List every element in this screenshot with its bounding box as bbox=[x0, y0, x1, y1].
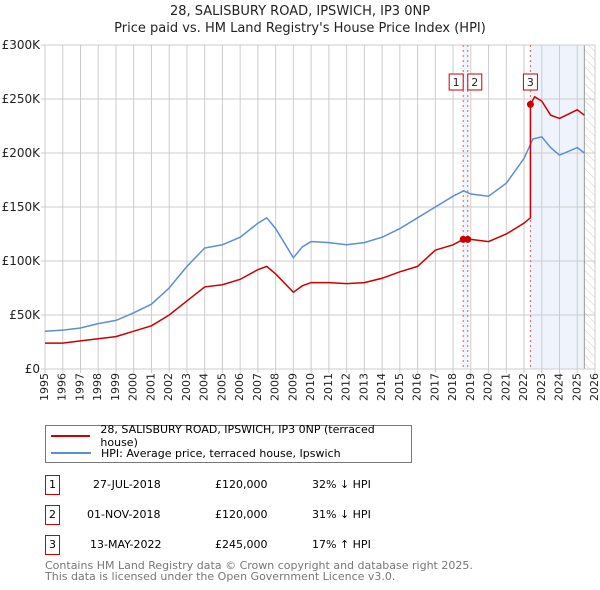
x-tick-label: 2017 bbox=[428, 373, 441, 401]
sale-row: 2 01-NOV-2018 £120,000 31% ↓ HPI bbox=[45, 505, 445, 525]
sale-label-box bbox=[522, 73, 538, 91]
legend-item-hpi: HPI: Average price, terraced house, Ipsw… bbox=[51, 445, 341, 461]
sale-hpi-diff: 32% ↓ HPI bbox=[312, 478, 371, 491]
x-tick-label: 2009 bbox=[286, 373, 299, 401]
chart-title: 28, SALISBURY ROAD, IPSWICH, IP3 0NP bbox=[169, 4, 431, 19]
sale-label-box bbox=[467, 73, 483, 91]
x-tick-label: 2004 bbox=[198, 373, 211, 401]
x-tick-label: 2016 bbox=[411, 373, 424, 401]
footer-line: This data is licensed under the Open Gov… bbox=[45, 570, 396, 583]
footer: Contains HM Land Registry data © Crown c… bbox=[45, 560, 473, 582]
sale-price: £245,000 bbox=[215, 538, 268, 551]
legend-swatch bbox=[51, 452, 91, 454]
x-tick-label: 2022 bbox=[517, 373, 530, 401]
legend: 28, SALISBURY ROAD, IPSWICH, IP3 0NP (te… bbox=[45, 423, 412, 463]
y-tick-label: £150K bbox=[2, 200, 42, 214]
y-tick-label: £250K bbox=[2, 92, 42, 106]
legend-item-property: 28, SALISBURY ROAD, IPSWICH, IP3 0NP (te… bbox=[51, 423, 411, 449]
y-tick-label: £50K bbox=[9, 308, 41, 322]
x-tick-label: 2011 bbox=[322, 373, 335, 401]
x-tick-label: 2001 bbox=[144, 373, 157, 401]
x-tick-label: 1997 bbox=[73, 373, 86, 401]
property-line bbox=[45, 95, 585, 344]
x-tick-label: 2021 bbox=[499, 373, 512, 401]
sale-date: 27-JUL-2018 bbox=[93, 478, 161, 491]
x-tick-label: 1996 bbox=[56, 373, 69, 401]
x-tick-label: 2014 bbox=[375, 373, 388, 401]
sale-label: 3 bbox=[527, 76, 534, 89]
x-tick-label: 2006 bbox=[233, 373, 246, 401]
y-tick-label: £0 bbox=[25, 362, 40, 376]
x-tick-label: 2020 bbox=[482, 373, 495, 401]
x-tick-label: 2025 bbox=[570, 373, 583, 401]
sale-price: £120,000 bbox=[215, 508, 268, 521]
x-tick-label: 2013 bbox=[357, 373, 370, 401]
x-tick-label: 2023 bbox=[535, 373, 548, 401]
x-tick-label: 2008 bbox=[269, 373, 282, 401]
x-tick-label: 2024 bbox=[553, 373, 566, 401]
x-tick-label: 2010 bbox=[304, 373, 317, 401]
sale-marker bbox=[464, 235, 472, 243]
x-tick-label: 1999 bbox=[109, 373, 122, 401]
sale-row: 3 13-MAY-2022 £245,000 17% ↑ HPI bbox=[45, 535, 445, 555]
y-tick-label: £200K bbox=[2, 146, 42, 160]
legend-label: 28, SALISBURY ROAD, IPSWICH, IP3 0NP (te… bbox=[100, 423, 375, 449]
sale-date: 13-MAY-2022 bbox=[90, 538, 162, 551]
y-tick-label: £300K bbox=[2, 38, 42, 52]
x-tick-label: 2002 bbox=[162, 373, 175, 401]
sale-date: 01-NOV-2018 bbox=[87, 508, 161, 521]
sale-number: 1 bbox=[45, 475, 60, 495]
sale-label: 1 bbox=[453, 76, 460, 89]
x-tick-label: 1995 bbox=[38, 373, 51, 401]
legend-label: HPI: Average price, terraced house, Ipsw… bbox=[101, 446, 341, 460]
x-tick-label: 2000 bbox=[127, 373, 140, 401]
legend-swatch bbox=[51, 435, 91, 437]
hpi-line bbox=[44, 135, 585, 332]
x-tick-label: 2007 bbox=[251, 373, 264, 401]
y-tick-label: £100K bbox=[2, 254, 42, 268]
x-tick-label: 2003 bbox=[180, 373, 193, 401]
sale-hpi-diff: 17% ↑ HPI bbox=[312, 538, 371, 551]
footer-line: Contains HM Land Registry data © Crown c… bbox=[45, 559, 473, 572]
x-tick-label: 2018 bbox=[446, 373, 459, 401]
x-tick-label: 2005 bbox=[215, 373, 228, 401]
x-tick-label: 2019 bbox=[464, 373, 477, 401]
x-tick-label: 1998 bbox=[91, 373, 104, 401]
x-tick-label: 2012 bbox=[340, 373, 353, 401]
sale-label: 2 bbox=[471, 76, 478, 89]
chart-subtitle: Price paid vs. HM Land Registry's House … bbox=[114, 21, 486, 36]
sale-hpi-diff: 31% ↓ HPI bbox=[312, 508, 371, 521]
sale-number: 3 bbox=[45, 535, 60, 555]
sale-marker bbox=[526, 100, 534, 108]
sale-row: 1 27-JUL-2018 £120,000 32% ↓ HPI bbox=[45, 475, 445, 495]
plot-frame bbox=[44, 44, 596, 370]
plot-area: 1995 1996 1997 1998 1999 2000 2001 2002 2003 2004… bbox=[2, 38, 600, 401]
x-tick-label: 2026 bbox=[588, 373, 600, 401]
sale-label-box bbox=[448, 73, 464, 91]
sale-price: £120,000 bbox=[215, 478, 268, 491]
x-tick-label: 2015 bbox=[393, 373, 406, 401]
sale-number: 2 bbox=[45, 505, 60, 525]
